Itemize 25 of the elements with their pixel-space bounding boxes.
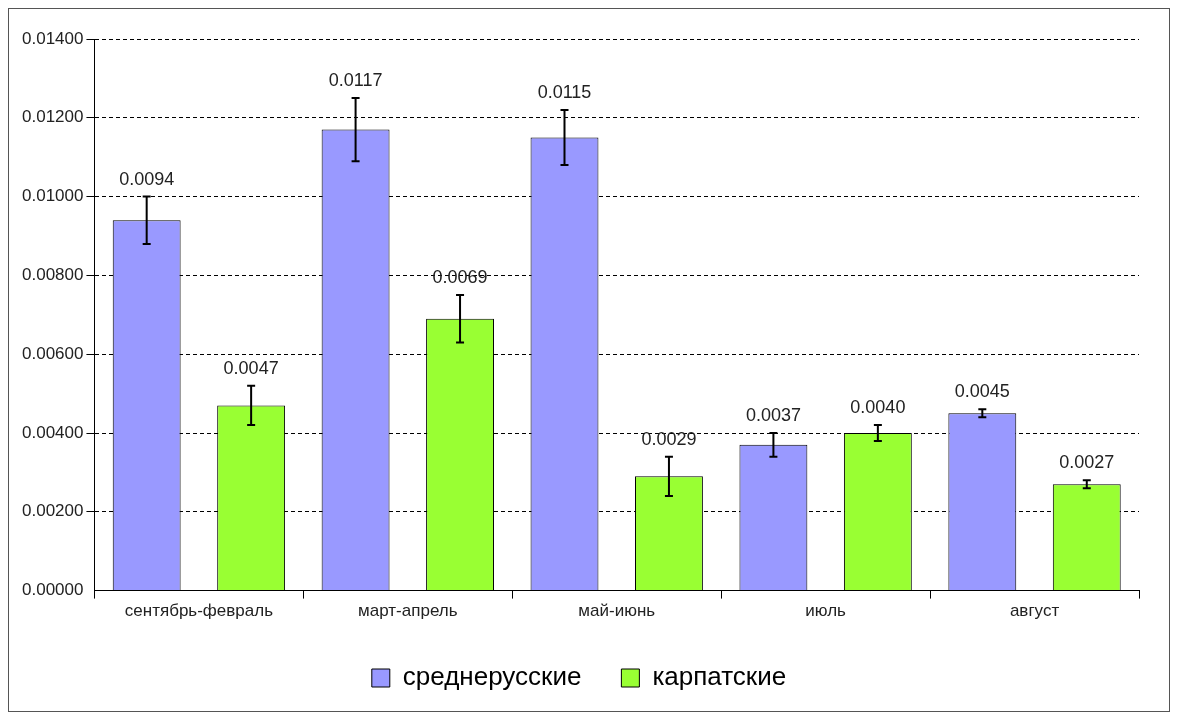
data-label: 0.0069	[432, 267, 488, 288]
x-tick-label: июль	[805, 601, 847, 621]
x-tick-label: август	[1009, 601, 1060, 621]
x-tick-label: сентябрь-февраль	[124, 601, 274, 621]
data-label: 0.0037	[745, 404, 801, 425]
legend-label: карпатские	[652, 661, 787, 692]
data-label: 0.0117	[328, 70, 383, 91]
data-label: 0.0040	[850, 397, 906, 418]
data-label: 0.0094	[119, 168, 175, 189]
y-tick-label: 0.00400	[22, 422, 84, 442]
y-tick-label: 0.01400	[22, 28, 84, 48]
y-tick-label: 0.01200	[22, 107, 84, 127]
y-tick-label: 0.01000	[22, 186, 84, 206]
legend-label: среднерусские	[402, 661, 582, 692]
x-tick-label: март-апрель	[358, 601, 458, 621]
data-label: 0.0029	[641, 428, 697, 449]
data-label: 0.0115	[537, 81, 592, 102]
data-label: 0.0045	[954, 381, 1010, 402]
x-tick-label: май-июнь	[578, 601, 656, 621]
data-label: 0.0027	[1059, 452, 1115, 473]
y-tick-label: 0.00600	[22, 343, 84, 363]
data-label: 0.0047	[223, 357, 279, 378]
y-tick-label: 0.00200	[22, 501, 84, 521]
y-tick-label: 0.00800	[22, 265, 84, 285]
y-tick-label: 0.00000	[22, 580, 84, 600]
